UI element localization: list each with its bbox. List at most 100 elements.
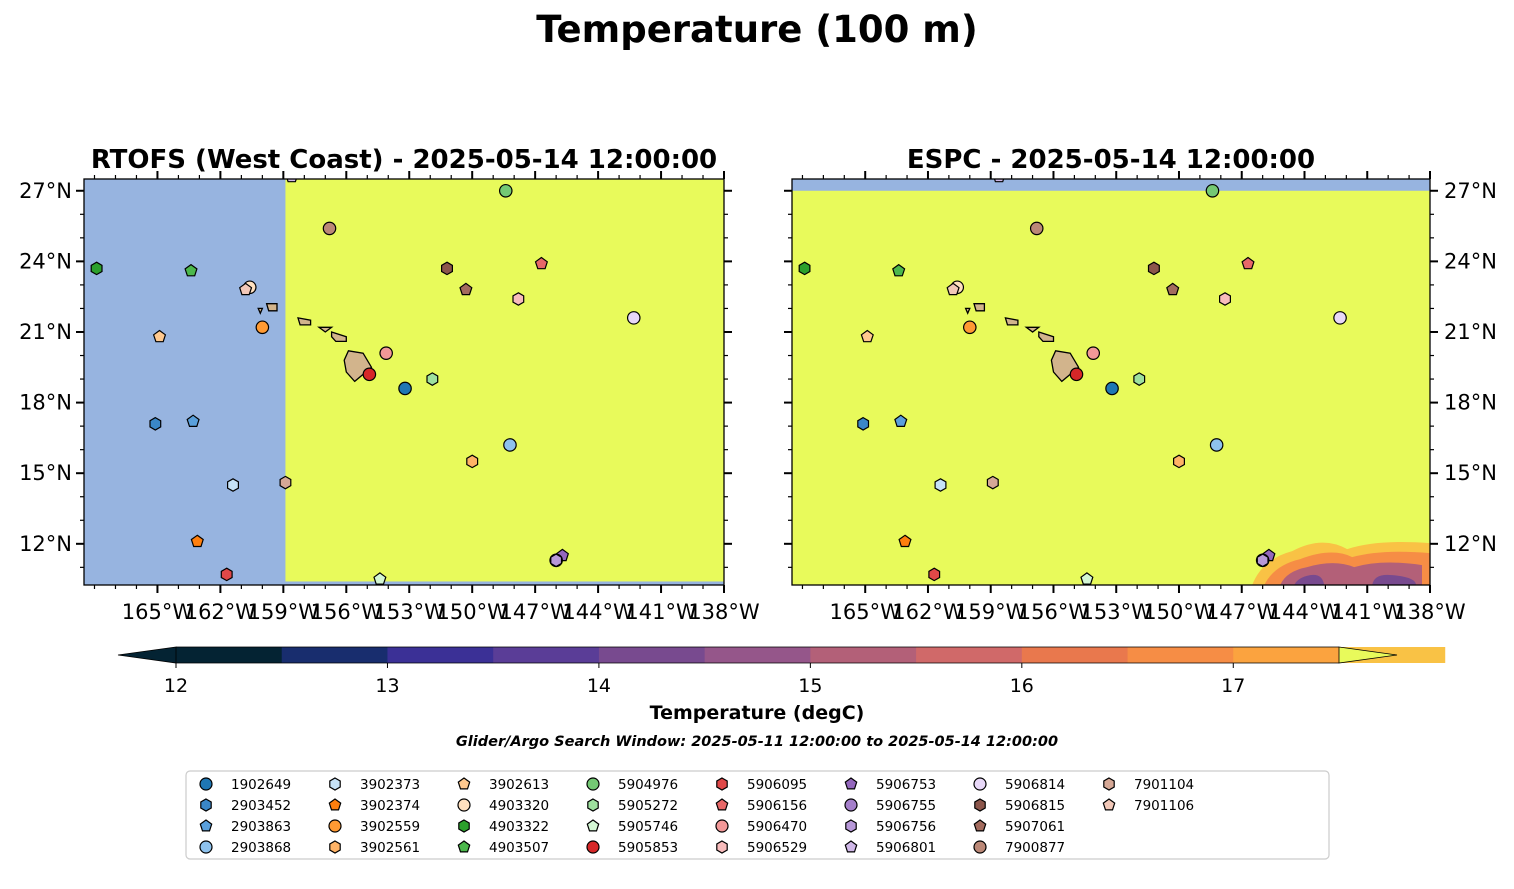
float-marker-5906095 <box>220 567 233 582</box>
x-tick-label: 138°W <box>1394 600 1466 624</box>
float-marker-2903868 <box>1209 438 1224 452</box>
float-marker-4903507 <box>184 263 198 277</box>
colorbar-segment <box>176 647 283 663</box>
colorbar-segment <box>1127 647 1234 663</box>
colorbar-tick-label: 17 <box>1221 675 1245 697</box>
float-marker-5906529 <box>512 292 525 306</box>
float-marker-7901106 <box>238 282 253 296</box>
legend-marker-5906814 <box>973 777 987 791</box>
legend-marker-5906156 <box>715 798 729 811</box>
legend-marker-5906753 <box>844 777 858 790</box>
island-5 <box>257 307 264 315</box>
island-3 <box>297 317 312 326</box>
legend-marker-5906470 <box>715 819 729 833</box>
island-2 <box>1024 326 1041 333</box>
legend-label: 5906756 <box>876 819 936 835</box>
x-tick-label: 159°W <box>955 600 1027 624</box>
float-marker-5905272 <box>426 372 439 386</box>
legend-marker-3902561 <box>329 840 341 854</box>
hawaii-islands <box>257 303 373 383</box>
float-marker-2903868 <box>503 438 517 452</box>
legend-label: 4903507 <box>489 840 549 856</box>
colorbar-tick-label: 13 <box>375 675 399 697</box>
x-tick-label: 162°W <box>892 600 964 624</box>
float-marker-7900877 <box>1029 221 1044 236</box>
float-marker-3902373 <box>227 478 239 492</box>
rtofs-map-panel: 165°W162°W159°W156°W153°W150°W147°W144°W… <box>19 145 760 624</box>
y-tick-label: 12°N <box>1444 532 1497 556</box>
x-tick-label: 165°W <box>830 600 902 624</box>
x-tick-label: 150°W <box>437 600 509 624</box>
float-marker-5907061 <box>1166 282 1180 296</box>
y-tick-label: 18°N <box>19 391 72 415</box>
float-marker-4903322 <box>90 261 103 276</box>
legend-label: 7901104 <box>1134 777 1194 793</box>
isotherm-14 <box>1294 574 1416 585</box>
legend-marker-5904976 <box>586 777 600 791</box>
y-tick-label: 15°N <box>19 461 72 485</box>
colorbar-segment <box>704 647 811 663</box>
x-tick-label: 162°W <box>185 600 257 624</box>
float-marker-5906156 <box>1241 256 1255 270</box>
float-marker-5904976 <box>498 183 513 198</box>
float-marker-5906156 <box>534 256 549 270</box>
legend-marker-5906529 <box>716 840 728 854</box>
legend-marker-7901106 <box>1102 798 1116 811</box>
float-marker-5907061 <box>459 282 473 296</box>
float-marker-2903863 <box>894 414 908 427</box>
colorbar-under-arrow <box>117 646 177 664</box>
legend-label: 5905272 <box>618 798 678 814</box>
legend-label: 2903863 <box>231 819 291 835</box>
legend-marker-4903507 <box>457 840 471 853</box>
y-tick-label: 21°N <box>1444 320 1497 344</box>
float-marker-4903322 <box>798 261 811 276</box>
map-frame <box>791 178 1431 586</box>
legend-marker-5906755 <box>844 798 858 812</box>
x-tick-label: 150°W <box>1143 600 1215 624</box>
float-marker-7901104 <box>986 475 999 490</box>
legend-marker-5906095 <box>716 777 728 791</box>
float-legend: 1902649 2903452 2903863 2903868 3902373 39023… <box>185 770 1330 860</box>
legend-marker-2903863 <box>199 819 213 832</box>
legend-marker-7901104 <box>1103 777 1115 791</box>
x-tick-label: 147°W <box>1206 600 1278 624</box>
colorbar-segment <box>916 647 1023 663</box>
legend-label: 1902649 <box>231 777 291 793</box>
legend-marker-5905853 <box>586 840 600 854</box>
y-tick-label: 24°N <box>1444 249 1497 273</box>
float-marker-2903863 <box>186 414 200 427</box>
legend-label: 3902374 <box>360 798 420 814</box>
x-tick-label: 141°W <box>625 600 697 624</box>
legend-label: 7901106 <box>1134 798 1194 814</box>
legend-marker-1902649 <box>199 777 213 791</box>
legend-label: 2903868 <box>231 840 291 856</box>
legend-marker-3902559 <box>328 819 342 833</box>
y-tick-label: 27°N <box>1444 179 1497 203</box>
colorbar-tick-label: 12 <box>164 675 188 697</box>
island-2 <box>317 326 334 333</box>
legend-label: 2903452 <box>231 798 291 814</box>
float-marker-3902613 <box>860 329 874 343</box>
espc-map-panel: 165°W162°W159°W156°W153°W150°W147°W144°W… <box>784 145 1497 624</box>
legend-label: 5906801 <box>876 840 936 856</box>
colorbar-over-arrow <box>1338 646 1398 664</box>
colorbar-tick-label: 15 <box>798 675 822 697</box>
island-1 <box>330 331 347 343</box>
island-3 <box>1004 317 1019 326</box>
y-tick-label: 12°N <box>19 532 72 556</box>
float-marker-5906801 <box>286 179 297 183</box>
legend-marker-4903322 <box>458 819 470 833</box>
y-tick-label: 18°N <box>1444 391 1497 415</box>
float-marker-5905853 <box>362 367 377 382</box>
float-marker-5905746 <box>373 572 387 585</box>
legend-label: 5905746 <box>618 819 678 835</box>
x-tick-label: 159°W <box>248 600 320 624</box>
colorbar-tick-label: 16 <box>1010 675 1034 697</box>
x-tick-label: 165°W <box>122 600 194 624</box>
colorbar-segment <box>1021 647 1129 663</box>
colorbar-outline <box>176 646 1339 664</box>
island-1 <box>1038 331 1055 343</box>
float-marker-5906470 <box>379 346 393 360</box>
legend-marker-5906801 <box>844 840 858 853</box>
float-marker-4903507 <box>892 263 906 277</box>
